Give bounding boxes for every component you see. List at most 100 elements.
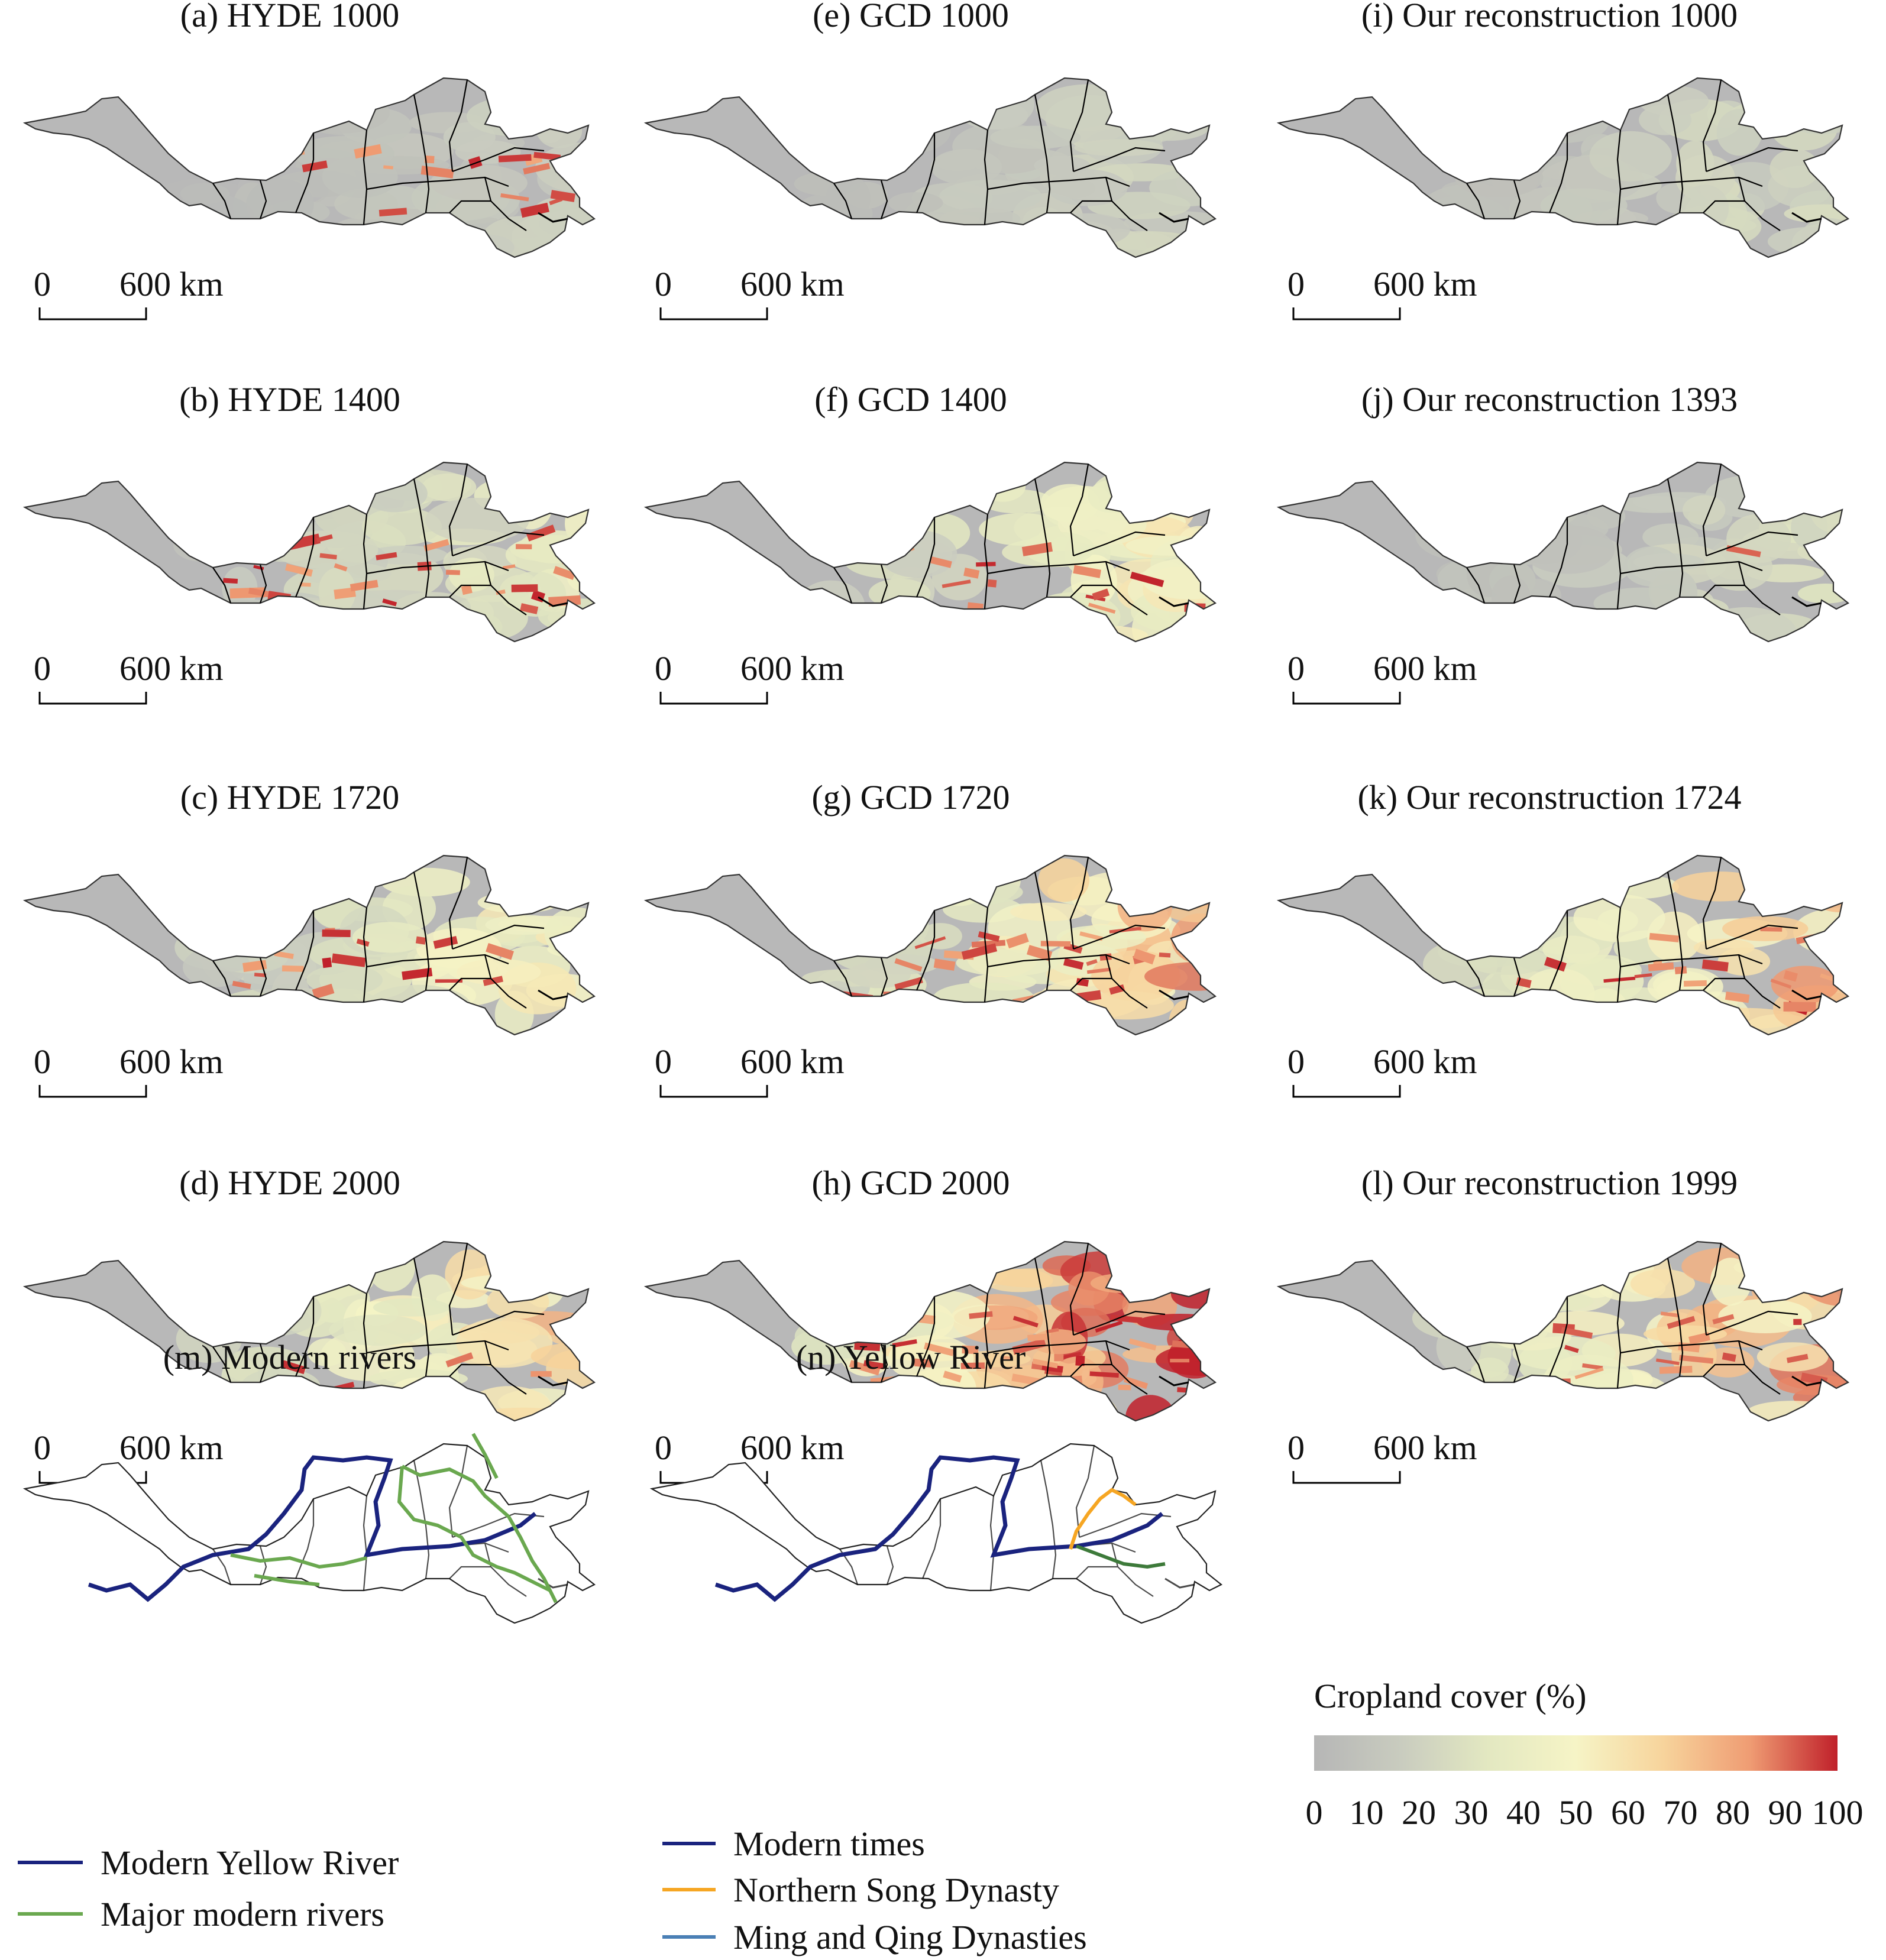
modern-rivers-legend: Modern Yellow River Major modern rivers: [18, 1844, 399, 1933]
panel-title: (c) HYDE 1720: [180, 778, 399, 817]
map-panel: (c) HYDE 1720 0 600 km: [24, 778, 596, 1098]
map-panel: (d) HYDE 2000 0 600 km: [24, 1164, 596, 1484]
cropland-map: [645, 854, 1217, 1036]
modern-rivers-title: (m) Modern rivers: [163, 1338, 416, 1376]
colorbar-tick-label: 50: [1559, 1793, 1593, 1832]
scale-distance-label: 600 km: [1373, 1428, 1477, 1467]
colorbar-tick-label: 80: [1716, 1793, 1750, 1832]
scale-distance-label: 600 km: [740, 1042, 845, 1081]
cropland-map: [1277, 1240, 1849, 1422]
major-modern-river-2: [401, 1465, 558, 1603]
cropland-map: [1277, 854, 1849, 1036]
panel-title: (f) GCD 1400: [814, 380, 1007, 419]
legend-modern-yellow-river: Modern Yellow River: [101, 1844, 399, 1882]
panel-title: (h) GCD 2000: [811, 1164, 1010, 1202]
scale-distance-label: 600 km: [119, 1428, 224, 1467]
scale-bar: 0 600 km: [655, 649, 845, 705]
scale-distance-label: 600 km: [119, 1042, 224, 1081]
map-panel: (l) Our reconstruction 1999 0 600 km: [1277, 1164, 1849, 1484]
major-modern-river-3: [397, 1466, 551, 1592]
scale-bar: 0 600 km: [655, 265, 845, 320]
scale-zero-label: 0: [655, 649, 672, 688]
scale-zero-label: 0: [34, 1428, 51, 1467]
colorbar-ticks: 0 10 20 30 40 50 60 70 80 90 100: [1306, 1793, 1864, 1832]
legend-northern-song: Northern Song Dynasty: [733, 1871, 1059, 1909]
map-panel: (j) Our reconstruction 1393 0 600 km: [1277, 380, 1849, 705]
scale-bar: 0 600 km: [34, 649, 224, 705]
map-panel: (e) GCD 1000 0 600 km: [645, 0, 1217, 320]
modern-rivers-panel: (m) Modern rivers Modern Yellow River Ma…: [18, 1338, 596, 1933]
scale-distance-label: 600 km: [740, 649, 845, 688]
scale-zero-label: 0: [655, 1428, 672, 1467]
map-panel: (f) GCD 1400 0 600 km: [645, 380, 1217, 705]
ming-qing-river-line: [1075, 1544, 1166, 1569]
cropland-map: [24, 854, 596, 1036]
scale-zero-label: 0: [1287, 265, 1305, 303]
colorbar-tick-label: 70: [1664, 1793, 1698, 1832]
scale-distance-label: 600 km: [740, 265, 845, 303]
colorbar-tick-label: 100: [1812, 1793, 1864, 1832]
cropland-map: [1277, 461, 1849, 643]
scale-distance-label: 600 km: [119, 649, 224, 688]
legend-modern-times: Modern times: [733, 1825, 925, 1863]
yellow-river-map: [651, 1443, 1222, 1624]
cropland-map: [24, 461, 596, 643]
scale-bar: 0 600 km: [34, 1042, 224, 1098]
cropland-map: [1277, 77, 1849, 258]
cropland-map: [645, 461, 1217, 643]
panel-title: (l) Our reconstruction 1999: [1361, 1164, 1738, 1202]
panel-title: (k) Our reconstruction 1724: [1357, 778, 1741, 817]
panel-title: (e) GCD 1000: [813, 0, 1009, 34]
cropland-map: [645, 77, 1217, 258]
modern-times-river-line: [714, 1455, 1164, 1602]
scale-zero-label: 0: [655, 265, 672, 303]
major-modern-river-4: [471, 1433, 499, 1479]
yellow-river-title: (n) Yellow River: [796, 1338, 1026, 1376]
scale-bar: 0 600 km: [1287, 1428, 1477, 1484]
scale-distance-label: 600 km: [119, 265, 224, 303]
colorbar-tick-label: 30: [1454, 1793, 1489, 1832]
scale-bar: 0 600 km: [1287, 265, 1477, 320]
map-panel: (b) HYDE 1400 0 600 km: [24, 380, 596, 705]
scale-zero-label: 0: [34, 649, 51, 688]
scale-bar: 0 600 km: [655, 1042, 845, 1098]
map-panel: (g) GCD 1720 0 600 km: [645, 778, 1217, 1098]
map-panel: (k) Our reconstruction 1724 0 600 km: [1277, 778, 1849, 1098]
yellow-river-panel: (n) Yellow River Modern times Northern S…: [651, 1338, 1222, 1956]
scale-bar: 0 600 km: [34, 265, 224, 320]
scale-zero-label: 0: [34, 1042, 51, 1081]
panel-title: (j) Our reconstruction 1393: [1361, 380, 1738, 419]
scale-distance-label: 600 km: [1373, 1042, 1477, 1081]
colorbar-tick-label: 10: [1350, 1793, 1384, 1832]
scale-distance-label: 600 km: [1373, 649, 1477, 688]
modern-yellow-river-line: [88, 1455, 537, 1602]
colorbar-gradient: [1314, 1735, 1838, 1771]
scale-zero-label: 0: [1287, 1428, 1305, 1467]
panel-title: (i) Our reconstruction 1000: [1361, 0, 1738, 34]
panel-title: (d) HYDE 2000: [179, 1164, 400, 1202]
major-modern-river-5: [254, 1574, 320, 1586]
scale-zero-label: 0: [655, 1042, 672, 1081]
map-panel: (a) HYDE 1000 0 600 km: [24, 0, 596, 320]
scale-distance-label: 600 km: [740, 1428, 845, 1467]
colorbar-tick-label: 20: [1402, 1793, 1436, 1832]
legend-ming-qing: Ming and Qing Dynasties: [733, 1918, 1087, 1956]
scale-bar: 0 600 km: [1287, 649, 1477, 705]
scale-bar: 0 600 km: [655, 1428, 845, 1484]
scale-distance-label: 600 km: [1373, 265, 1477, 303]
colorbar-tick-label: 60: [1611, 1793, 1645, 1832]
cropland-map: [24, 77, 596, 258]
major-modern-river-1: [230, 1553, 367, 1569]
map-panel: (h) GCD 2000 0 600 km: [645, 1164, 1217, 1484]
scale-zero-label: 0: [34, 265, 51, 303]
panel-title: (a) HYDE 1000: [180, 0, 399, 34]
colorbar-tick-label: 0: [1306, 1793, 1323, 1832]
yellow-river-legend: Modern times Northern Song Dynasty Ming …: [662, 1825, 1087, 1956]
colorbar-tick-label: 40: [1506, 1793, 1541, 1832]
panel-title: (g) GCD 1720: [811, 778, 1010, 817]
scale-zero-label: 0: [1287, 649, 1305, 688]
northern-song-river-line: [1069, 1488, 1137, 1550]
panel-title: (b) HYDE 1400: [179, 380, 400, 419]
